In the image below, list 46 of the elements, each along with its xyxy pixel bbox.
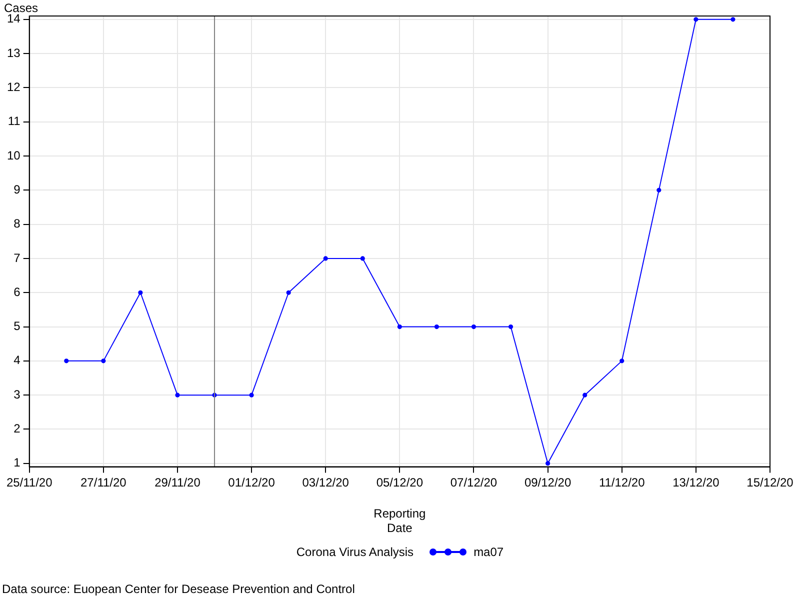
y-tick-label: 1 bbox=[14, 456, 21, 470]
y-tick-label: 12 bbox=[6, 80, 21, 94]
point bbox=[360, 256, 365, 261]
point bbox=[620, 358, 624, 364]
point bbox=[249, 392, 254, 398]
point bbox=[546, 461, 550, 466]
point bbox=[286, 290, 291, 295]
y-tick-label: 6 bbox=[14, 284, 21, 299]
y-tick-label: 2 bbox=[14, 422, 21, 436]
y-tick-label: 10 bbox=[6, 148, 21, 162]
x-tick-label: 05/12/20 bbox=[376, 475, 424, 490]
x-tick-label: 25/11/20 bbox=[6, 475, 53, 490]
x-tick-label: 03/12/20 bbox=[302, 475, 350, 490]
point bbox=[508, 324, 514, 330]
point bbox=[138, 290, 143, 295]
point bbox=[434, 324, 440, 330]
point bbox=[656, 188, 662, 192]
point bbox=[175, 392, 180, 398]
y-tick-label: 8 bbox=[14, 216, 21, 231]
x-tick-label: 29/11/20 bbox=[154, 475, 201, 490]
point bbox=[471, 324, 476, 330]
y-tick-label: 9 bbox=[14, 182, 21, 196]
y-tick-label: 7 bbox=[14, 250, 21, 265]
point bbox=[582, 392, 588, 398]
y-tick-label: 4 bbox=[14, 353, 21, 368]
point bbox=[694, 17, 698, 22]
legend-label: ma07 bbox=[474, 545, 504, 559]
x-tick-label: 01/12/20 bbox=[228, 475, 276, 490]
point bbox=[64, 358, 69, 364]
source-note: Data source: Euopean Center for Desease Prevention and Control bbox=[2, 582, 356, 596]
x-tick-label: 09/12/20 bbox=[524, 475, 572, 490]
x-tick-label: 27/11/20 bbox=[80, 475, 127, 490]
x-tick-label: 15/12/20 bbox=[746, 475, 794, 490]
point bbox=[397, 324, 402, 330]
y-tick-label: 11 bbox=[8, 114, 21, 128]
point bbox=[323, 256, 328, 261]
y-tick-label: 13 bbox=[6, 46, 21, 60]
x-tick-label: 07/12/20 bbox=[450, 475, 498, 490]
x-axis-title: Reporting Date bbox=[374, 506, 426, 536]
x-tick-label: 13/12/20 bbox=[672, 475, 720, 490]
point bbox=[101, 358, 106, 364]
legend-title: Corona Virus Analysis bbox=[296, 545, 414, 559]
y-tick-label: 5 bbox=[14, 319, 21, 334]
point bbox=[730, 17, 736, 22]
y-tick-label: 3 bbox=[14, 387, 21, 402]
x-tick-label: 11/12/20 bbox=[598, 475, 646, 490]
